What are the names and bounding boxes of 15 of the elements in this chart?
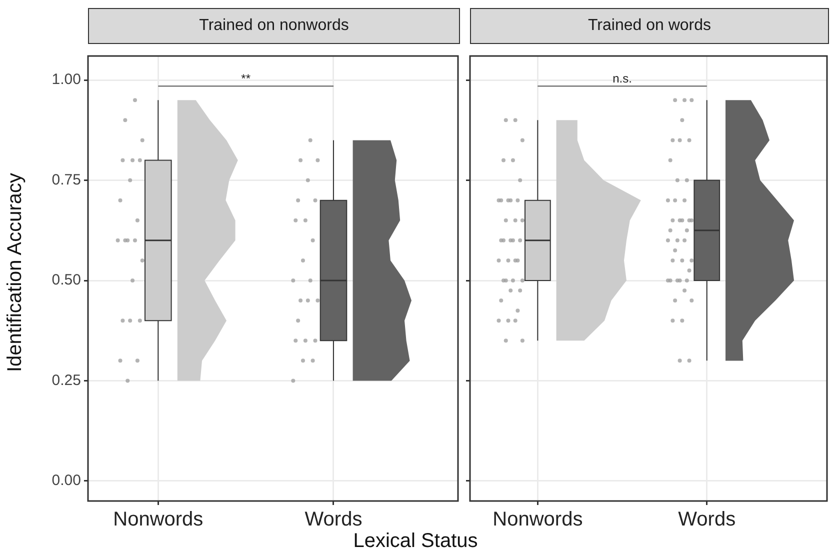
x-tick-label: Words <box>678 508 736 531</box>
y-tick-label: 0.00 <box>52 472 81 490</box>
annotation: ** <box>241 71 251 86</box>
y-tick-label: 0.75 <box>52 171 81 188</box>
x-tick-label: Nonwords <box>492 508 583 531</box>
annotation: n.s. <box>612 71 632 86</box>
x-tick-label: Nonwords <box>113 508 204 531</box>
x-axis-title: Lexical Status <box>352 530 479 553</box>
x-tick-label: Words <box>304 508 362 531</box>
chart-title: Trained on words <box>470 8 829 44</box>
chart-title: Trained on nonwords <box>88 8 460 44</box>
y-tick-label: 1.00 <box>52 71 81 88</box>
y-axis-title: Identification Accuracy <box>4 173 26 372</box>
y-tick-label: 0.25 <box>52 372 81 389</box>
y-tick-label: 0.50 <box>52 272 81 289</box>
